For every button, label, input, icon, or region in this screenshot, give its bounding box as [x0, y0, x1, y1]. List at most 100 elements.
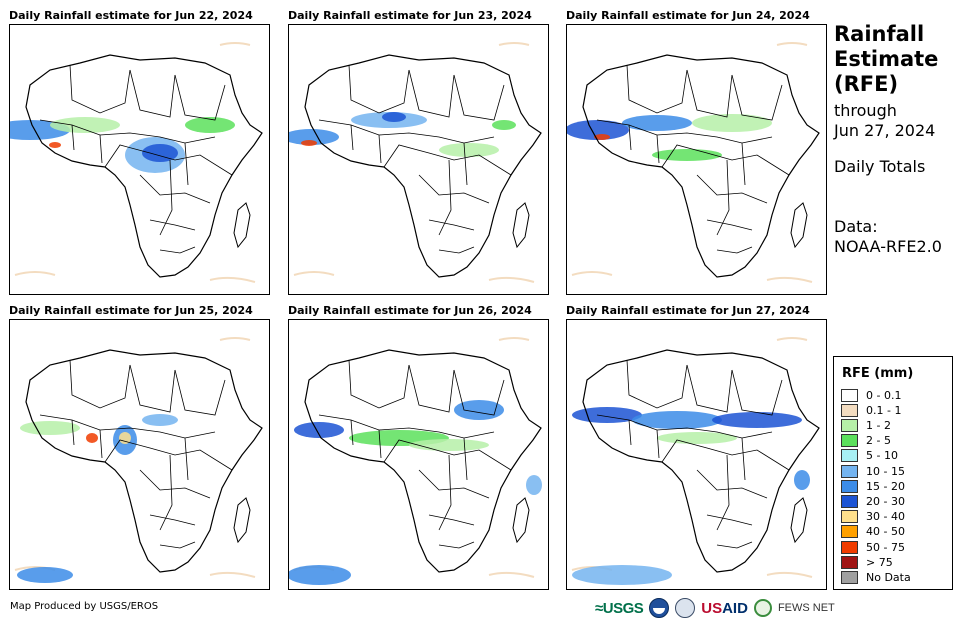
title-line: (RFE) — [834, 72, 899, 96]
country-border — [408, 69, 455, 118]
country-border — [696, 174, 768, 204]
panel-title: Daily Rainfall estimate for Jun 26, 2024 — [288, 304, 532, 317]
panel-title: Daily Rainfall estimate for Jun 27, 2024 — [566, 304, 810, 317]
rain-area — [294, 422, 344, 438]
title-line: Estimate — [834, 47, 939, 71]
country-border — [149, 514, 196, 526]
legend-item: 20 - 30 — [841, 494, 905, 508]
rain-area — [594, 134, 610, 140]
rain-area — [50, 117, 120, 133]
madagascar-outline — [790, 497, 808, 544]
rain-area — [142, 414, 178, 426]
country-border — [129, 364, 176, 413]
legend-item: No Data — [841, 570, 911, 584]
rain-area — [712, 412, 802, 428]
through-date: Jun 27, 2024 — [834, 121, 936, 140]
legend-swatch — [841, 464, 858, 478]
country-border — [159, 159, 173, 236]
agency-logos: ≈USGS USAID FEWS NET — [595, 597, 835, 619]
country-border — [716, 246, 753, 254]
legend-label: 0 - 0.1 — [866, 388, 902, 402]
country-border — [626, 359, 688, 409]
panel-title: Daily Rainfall estimate for Jun 22, 2024 — [9, 9, 253, 22]
light-rain-specks — [293, 42, 535, 283]
rain-area — [301, 140, 317, 146]
rain-area — [119, 432, 131, 444]
africa-coastline — [582, 349, 820, 573]
map-credit: Map Produced by USGS/EROS — [10, 601, 159, 612]
noaa-logo — [649, 598, 670, 618]
legend-swatch — [841, 494, 858, 508]
rain-area — [692, 114, 772, 132]
legend-item: 10 - 15 — [841, 464, 905, 478]
rain-area — [632, 411, 722, 429]
legend-swatch — [841, 434, 858, 448]
africa-coastline — [25, 54, 263, 278]
country-border — [716, 159, 730, 236]
legend-title: RFE (mm) — [842, 366, 914, 381]
country-border — [350, 419, 468, 481]
rain-area — [622, 115, 692, 131]
country-border — [438, 246, 475, 254]
legend-item: 50 - 75 — [841, 540, 905, 554]
commerce-seal-logo — [675, 598, 696, 618]
rain-area — [572, 565, 672, 585]
legend-label: 5 - 10 — [866, 449, 898, 463]
legend-label: 20 - 30 — [866, 494, 905, 508]
legend-label: 15 - 20 — [866, 479, 905, 493]
africa-map-svg — [571, 337, 820, 585]
rain-area — [382, 112, 406, 122]
data-label: Data: — [834, 217, 878, 236]
legend-item: 40 - 50 — [841, 525, 905, 539]
country-border — [438, 454, 452, 531]
title-block: Rainfall Estimate (RFE) through Jun 27, … — [834, 22, 968, 257]
country-border — [159, 541, 196, 549]
country-border — [418, 469, 490, 499]
legend-item: 1 - 2 — [841, 418, 891, 432]
country-border — [159, 454, 173, 531]
through-block: through Jun 27, 2024 — [834, 101, 968, 141]
legend-label: 30 - 40 — [866, 510, 905, 524]
country-border — [453, 74, 505, 121]
country-border — [139, 174, 211, 204]
fewsnet-logo: FEWS NET — [777, 602, 835, 614]
usaid-logo: USAID — [701, 600, 748, 617]
rain-area — [652, 149, 722, 161]
country-border — [716, 541, 753, 549]
legend-swatch — [841, 540, 858, 554]
usaid-logo-aid: AID — [722, 599, 748, 617]
rainfall-map — [288, 24, 549, 295]
country-border — [628, 419, 746, 481]
light-rain-specks — [571, 337, 813, 578]
legend-label: 10 - 15 — [866, 464, 905, 478]
country-border — [661, 439, 790, 471]
through-label: through — [834, 101, 897, 120]
legend-swatch — [841, 525, 858, 539]
country-border — [731, 369, 783, 416]
legend-label: 50 - 75 — [866, 540, 905, 554]
legend-label: 2 - 5 — [866, 434, 891, 448]
country-border — [71, 419, 189, 481]
country-border — [453, 369, 505, 416]
rain-area — [86, 433, 98, 443]
rain-area — [526, 475, 542, 495]
light-rain-specks — [571, 42, 813, 283]
rain-area — [49, 142, 61, 148]
legend-swatch — [841, 403, 858, 417]
globe-icon — [753, 599, 772, 617]
country-border — [350, 124, 468, 186]
africa-coastline — [25, 349, 263, 573]
country-border — [71, 124, 189, 186]
light-rain-specks — [293, 337, 535, 578]
panel-title: Daily Rainfall estimate for Jun 25, 2024 — [9, 304, 253, 317]
country-border — [696, 469, 768, 499]
rainfall-map — [566, 24, 827, 295]
rain-area — [20, 421, 80, 435]
rain-area — [142, 144, 178, 162]
country-border — [661, 144, 790, 176]
country-border — [174, 74, 226, 121]
africa-coastline — [582, 54, 820, 278]
legend-label: 0.1 - 1 — [866, 403, 902, 417]
country-border — [418, 174, 490, 204]
